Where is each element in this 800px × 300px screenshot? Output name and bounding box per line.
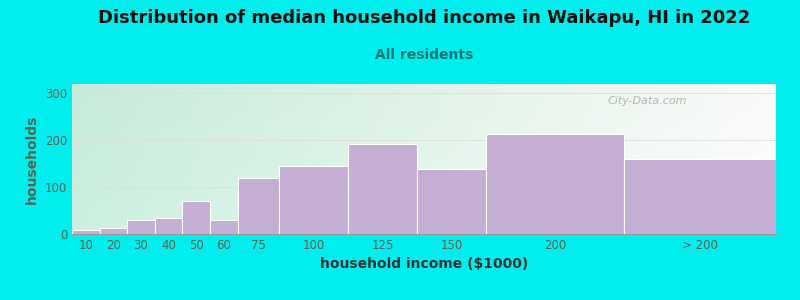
- Bar: [155, 218, 182, 234]
- Bar: [127, 220, 155, 234]
- Bar: [210, 220, 238, 234]
- X-axis label: household income ($1000): household income ($1000): [320, 257, 528, 272]
- Bar: [182, 201, 210, 234]
- Bar: [100, 228, 127, 234]
- Text: Distribution of median household income in Waikapu, HI in 2022: Distribution of median household income …: [98, 9, 750, 27]
- Bar: [72, 230, 100, 234]
- Bar: [624, 159, 776, 234]
- Bar: [348, 143, 417, 234]
- Bar: [417, 169, 486, 234]
- Bar: [486, 134, 624, 234]
- Y-axis label: households: households: [26, 114, 39, 204]
- Bar: [279, 166, 348, 234]
- Bar: [238, 178, 279, 234]
- Text: City-Data.com: City-Data.com: [607, 96, 686, 106]
- Text: All residents: All residents: [375, 48, 473, 62]
